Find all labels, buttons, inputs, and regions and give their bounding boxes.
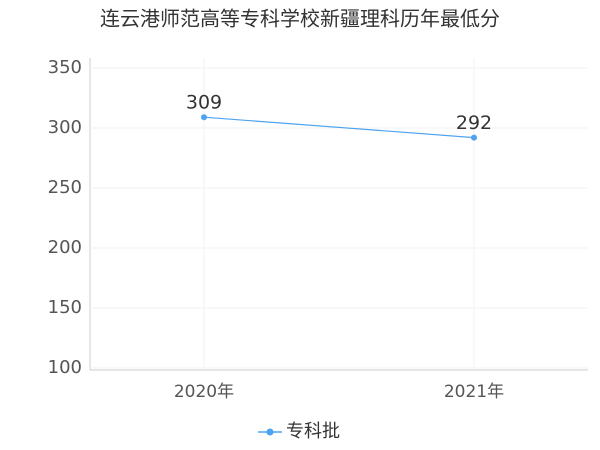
x-tick-label: 2021年 [444, 382, 504, 402]
data-label: 309 [186, 92, 222, 114]
legend-marker [266, 428, 274, 436]
y-tick-label: 150 [48, 297, 82, 318]
line [203, 116, 475, 139]
x-tick-label: 2020年 [174, 382, 234, 402]
y-tick-label: 100 [48, 357, 82, 378]
point [201, 114, 207, 121]
data-label: 292 [456, 112, 492, 134]
chart-title: 连云港师范高等专科学校新疆理科历年最低分 [100, 7, 500, 31]
y-tick-label: 200 [48, 237, 82, 258]
y-tick-label: 300 [48, 117, 82, 138]
y-tick-label: 250 [48, 177, 82, 198]
legend-label: 专科批 [286, 421, 340, 442]
y-tick-label: 350 [48, 57, 82, 78]
point [471, 134, 477, 141]
